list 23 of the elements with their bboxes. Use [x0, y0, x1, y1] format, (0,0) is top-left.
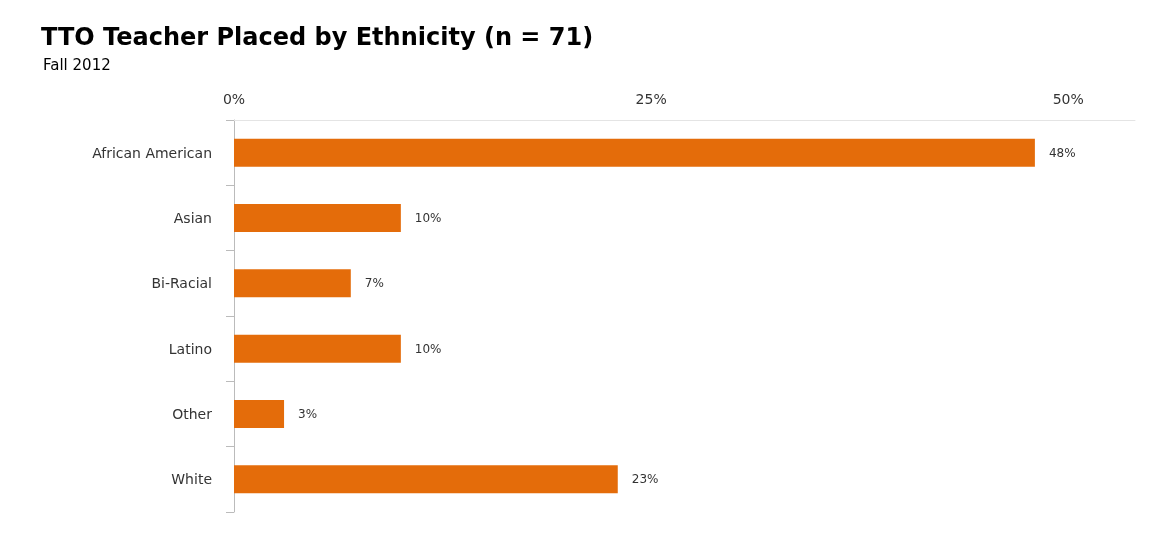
chart-title: TTO Teacher Placed by Ethnicity (n = 71)	[41, 23, 594, 51]
bar	[234, 465, 618, 494]
data-label: 7%	[364, 276, 384, 291]
bar	[234, 204, 401, 232]
bar	[234, 269, 351, 298]
data-label: 23%	[631, 472, 659, 487]
y-tick-label: Bi-Racial	[151, 275, 212, 292]
data-label: 3%	[298, 407, 318, 421]
bar	[234, 334, 401, 363]
y-tick-label: Other	[172, 406, 213, 422]
y-tick-label: White	[171, 471, 212, 488]
y-tick-label: Latino	[168, 340, 212, 357]
data-label: 10%	[414, 211, 442, 225]
y-tick-label: Asian	[173, 210, 212, 226]
y-tick-label: African American	[92, 144, 212, 161]
data-label: 48%	[1048, 145, 1076, 160]
bar	[234, 138, 1035, 167]
x-tick-label: 25%	[635, 91, 667, 107]
data-label: 10%	[414, 341, 442, 356]
bar	[234, 400, 285, 428]
text: Fall 2012	[43, 55, 111, 74]
x-tick-label: 0%	[222, 91, 246, 107]
x-tick-label: 50%	[1052, 91, 1084, 107]
